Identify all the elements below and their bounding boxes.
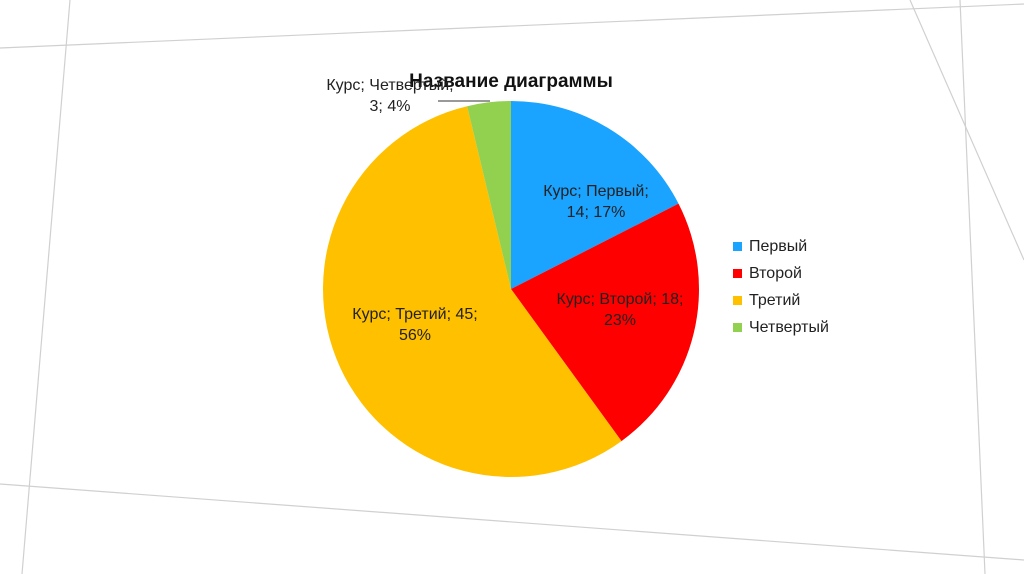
legend-label: Второй: [749, 264, 802, 282]
legend-item: Второй: [733, 260, 829, 287]
legend-swatch: [733, 323, 742, 332]
legend-swatch: [733, 242, 742, 251]
pie-slice: [322, 106, 622, 478]
legend-item: Третий: [733, 287, 829, 314]
legend: Первый Второй Третий Четвертый: [733, 233, 829, 341]
frame-line: [959, 0, 986, 574]
frame-line: [0, 483, 1024, 561]
frame-line: [0, 3, 1024, 49]
frame-line: [909, 0, 1024, 261]
legend-label: Четвертый: [749, 318, 829, 336]
frame-line: [21, 0, 71, 574]
legend-item: Первый: [733, 233, 829, 260]
pie-slice: [467, 101, 511, 289]
legend-swatch: [733, 296, 742, 305]
data-label: Курс; Второй; 18; 23%: [556, 291, 684, 329]
pie-slice: [511, 203, 699, 442]
data-label: Курс; Первый; 14; 17%: [543, 183, 649, 221]
legend-label: Третий: [749, 291, 801, 309]
data-label: Курс; Третий; 45; 56%: [352, 306, 478, 344]
pie: [322, 101, 699, 478]
data-label: Курс; Четвертый; 3; 4%: [326, 77, 454, 115]
legend-swatch: [733, 269, 742, 278]
pie-slice: [511, 101, 679, 289]
chart-title: Название диаграммы: [409, 71, 613, 92]
legend-label: Первый: [749, 237, 808, 255]
legend-item: Четвертый: [733, 314, 829, 341]
